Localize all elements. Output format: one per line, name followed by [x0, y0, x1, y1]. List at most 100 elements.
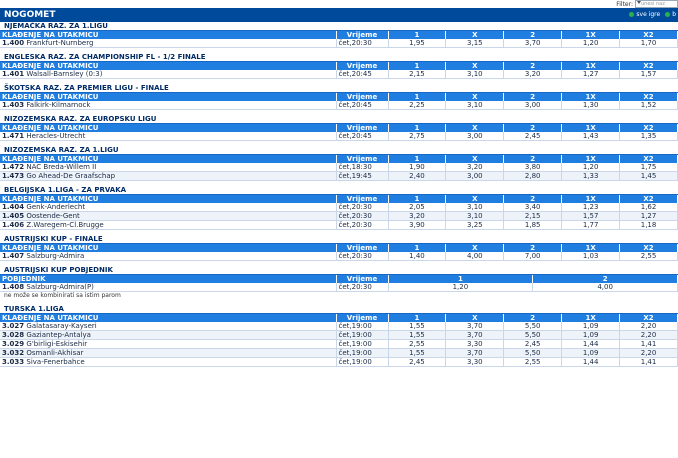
- filter-label: Filter:: [616, 0, 633, 8]
- odds-cell[interactable]: 1,33: [561, 171, 621, 181]
- odds-cell[interactable]: 3,20: [388, 211, 447, 221]
- league-title: BELGIJSKA 1.LIGA - ZA PRVAKA: [0, 186, 678, 195]
- odds-cell[interactable]: 1,30: [561, 101, 621, 110]
- odds-cell[interactable]: 3,30: [445, 357, 505, 367]
- odds-cell[interactable]: 1,45: [619, 171, 678, 181]
- odds-cell[interactable]: 1,95: [388, 39, 447, 48]
- odds-cell[interactable]: 1,44: [561, 357, 621, 367]
- league-title: TURSKA 1.LIGA: [0, 305, 678, 314]
- odds-cell[interactable]: 1,85: [503, 220, 563, 230]
- odds-cell[interactable]: 3,10: [445, 101, 505, 110]
- market-header: KLAĐENJE NA UTAKMICU: [0, 124, 337, 132]
- odds-cell[interactable]: 2,45: [503, 339, 563, 349]
- odds-cell[interactable]: 2,15: [388, 70, 447, 79]
- odds-cell[interactable]: 1,43: [561, 132, 621, 141]
- match-name: Frankfurt-Nurnberg: [26, 39, 94, 47]
- odds-cell[interactable]: 3,25: [445, 220, 505, 230]
- odds-cell[interactable]: 1,57: [619, 70, 678, 79]
- odds-cell[interactable]: 2,25: [388, 101, 447, 110]
- odds-cell[interactable]: 2,45: [388, 357, 447, 367]
- odds-cell[interactable]: 1,03: [561, 252, 621, 261]
- odds-cell[interactable]: 2,55: [388, 339, 447, 349]
- odds-cell[interactable]: 1,55: [388, 322, 447, 331]
- market-header: KLAĐENJE NA UTAKMICU: [0, 31, 337, 39]
- odds-cell[interactable]: 1,70: [619, 39, 678, 48]
- match-cell: 1.401 Walsall-Barnsley (0:3): [0, 70, 337, 79]
- odds-cell[interactable]: 1,27: [619, 211, 678, 221]
- odds-cell[interactable]: 1,09: [561, 348, 621, 358]
- odds-cell[interactable]: 1,55: [388, 348, 447, 358]
- odds-cell[interactable]: 3,00: [503, 101, 563, 110]
- odds-cell[interactable]: 3,80: [503, 163, 563, 172]
- odds-cell[interactable]: 2,45: [503, 132, 563, 141]
- odds-cell[interactable]: 3,00: [445, 171, 505, 181]
- odds-cell[interactable]: 5,50: [503, 348, 563, 358]
- odds-cell[interactable]: 1,09: [561, 330, 621, 340]
- odds-cell[interactable]: 3,20: [503, 70, 563, 79]
- odds-cell[interactable]: 1,09: [561, 322, 621, 331]
- odds-cell[interactable]: 1,57: [561, 211, 621, 221]
- odds-cell[interactable]: 2,05: [388, 203, 447, 212]
- odds-cell[interactable]: 1,62: [619, 203, 678, 212]
- odds-cell[interactable]: 3,70: [445, 348, 505, 358]
- odds-cell[interactable]: 3,70: [503, 39, 563, 48]
- odds-cell[interactable]: 1,27: [561, 70, 621, 79]
- odds-cell[interactable]: 1,20: [388, 283, 534, 292]
- table-header-row: KLAĐENJE NA UTAKMICU Vrijeme 1 X 2 1X X2: [0, 124, 678, 132]
- odds-cell[interactable]: 2,55: [503, 357, 563, 367]
- odds-cell[interactable]: 3,30: [445, 339, 505, 349]
- view-option-all-games[interactable]: sve igre: [629, 9, 660, 20]
- odds-cell[interactable]: 3,10: [445, 211, 505, 221]
- odds-cell[interactable]: 7,00: [503, 252, 563, 261]
- odds-cell[interactable]: 3,00: [445, 132, 505, 141]
- odds-cell[interactable]: 1,23: [561, 203, 621, 212]
- odds-cell[interactable]: 3,90: [388, 220, 447, 230]
- odds-cell[interactable]: 1,52: [619, 101, 678, 110]
- odds-cell[interactable]: 2,80: [503, 171, 563, 181]
- odds-cell[interactable]: 3,40: [503, 203, 563, 212]
- table-row: 1.407 Salzburg-Admira čet,20:30 1,40 4,00 7,…: [0, 252, 678, 261]
- odds-cell[interactable]: 3,70: [445, 330, 505, 340]
- odds-cell[interactable]: 2,40: [388, 171, 447, 181]
- odds-cell[interactable]: 1,18: [619, 220, 678, 230]
- match-name: Osmanli-Akhisar: [26, 349, 84, 357]
- match-name: Go Ahead-De Graafschap: [26, 172, 116, 180]
- odds-cell[interactable]: 4,00: [532, 283, 678, 292]
- odds-cell[interactable]: 5,50: [503, 330, 563, 340]
- odds-cell[interactable]: 2,20: [619, 348, 678, 358]
- odds-cell[interactable]: 1,44: [561, 339, 621, 349]
- odds-cell[interactable]: 1,20: [561, 39, 621, 48]
- view-option-b[interactable]: b: [665, 9, 676, 20]
- odds-header: 1: [388, 124, 447, 132]
- odds-cell[interactable]: 1,77: [561, 220, 621, 230]
- odds-cell[interactable]: 1,20: [561, 163, 621, 172]
- odds-cell[interactable]: 3,15: [445, 39, 505, 48]
- odds-cell[interactable]: 4,00: [445, 252, 505, 261]
- odds-cell[interactable]: 1,40: [388, 252, 447, 261]
- table-row: 3.028 Gaziantep-Antalya čet,19:00 1,55 3,70…: [0, 330, 678, 340]
- odds-cell[interactable]: 1,41: [619, 339, 678, 349]
- odds-cell[interactable]: 3,10: [445, 70, 505, 79]
- view-option-label: b: [672, 11, 676, 18]
- odds-cell[interactable]: 1,90: [388, 163, 447, 172]
- time-header: Vrijeme: [336, 31, 389, 39]
- odds-cell[interactable]: 1,41: [619, 357, 678, 367]
- odds-cell[interactable]: 1,55: [388, 330, 447, 340]
- odds-cell[interactable]: 2,20: [619, 322, 678, 331]
- odds-cell[interactable]: 3,70: [445, 322, 505, 331]
- odds-cell[interactable]: 2,20: [619, 330, 678, 340]
- odds-cell[interactable]: 3,10: [445, 203, 505, 212]
- odds-header: 1: [388, 31, 447, 39]
- filter-input[interactable]: unesi naz: [635, 0, 678, 8]
- league-title: ENGLESKA RAZ. ZA CHAMPIONSHIP FL - 1/2 F…: [0, 53, 678, 62]
- odds-cell[interactable]: 1,35: [619, 132, 678, 141]
- match-time: čet,19:00: [336, 339, 389, 349]
- odds-cell[interactable]: 2,55: [619, 252, 678, 261]
- odds-cell[interactable]: 2,75: [388, 132, 447, 141]
- odds-cell[interactable]: 2,15: [503, 211, 563, 221]
- odds-sections: NJEMAČKA RAZ. ZA 1.LIGU KLAĐENJE NA UTAKM…: [0, 22, 678, 367]
- odds-header: 2: [503, 155, 563, 163]
- odds-cell[interactable]: 5,50: [503, 322, 563, 331]
- odds-cell[interactable]: 1,75: [619, 163, 678, 172]
- odds-cell[interactable]: 3,20: [445, 163, 505, 172]
